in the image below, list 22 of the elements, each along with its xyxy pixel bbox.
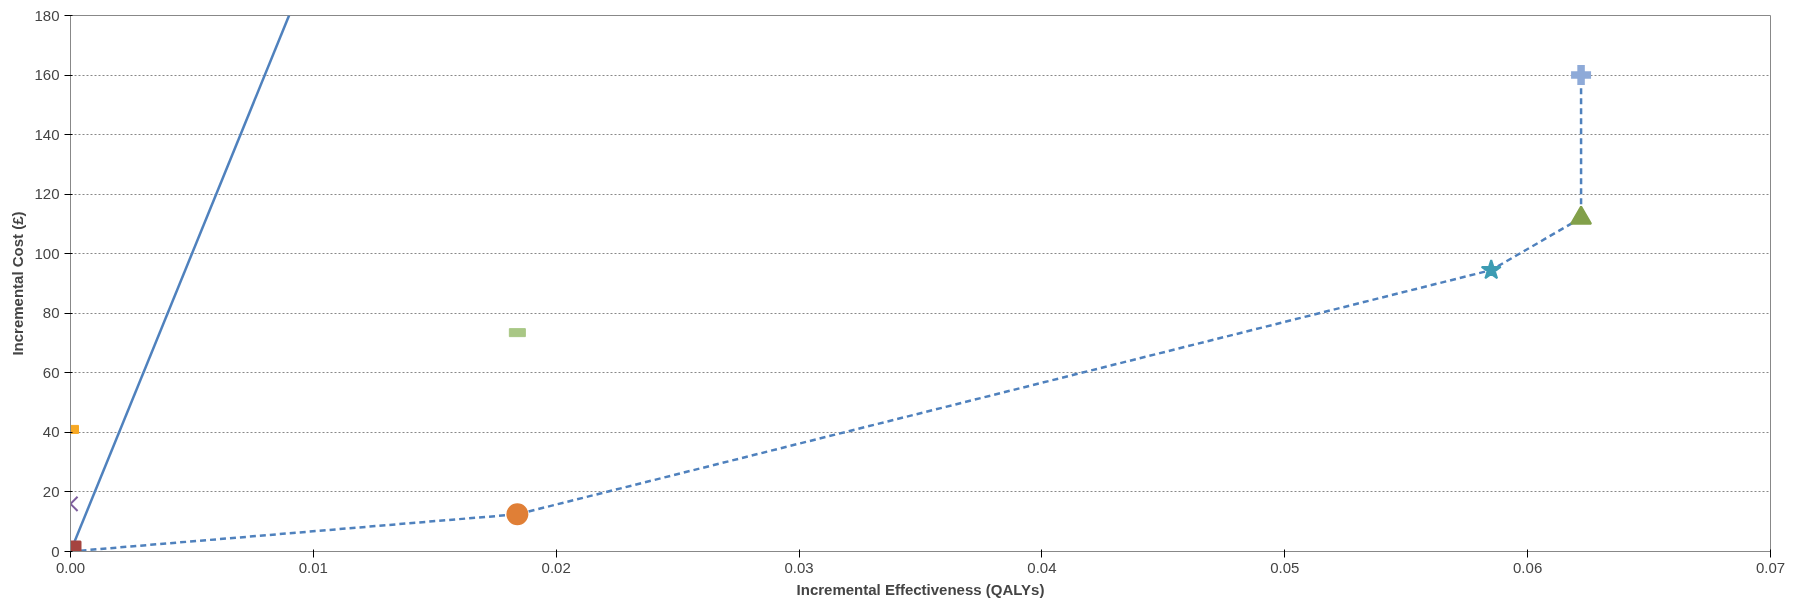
x-tick-label: 0.07 <box>1755 558 1786 576</box>
x-axis-title: Incremental Effectiveness (QALYs) <box>796 580 1045 598</box>
point <box>1571 65 1592 86</box>
y-tick-label: 0 <box>51 542 60 560</box>
x-tick-label: 0.04 <box>1027 558 1057 576</box>
y-tick-label: 100 <box>34 244 60 262</box>
x-tick-label: 0.00 <box>55 558 86 576</box>
y-tick-label: 160 <box>34 66 60 84</box>
y-tick-label: 120 <box>34 185 60 203</box>
x-tick-label: 0.03 <box>784 558 814 576</box>
x-tick-label: 0.02 <box>541 558 571 576</box>
point <box>1480 259 1502 280</box>
x-tick-label: 0.01 <box>298 558 328 576</box>
y-tick-label: 80 <box>42 304 60 322</box>
y-tick-label: 140 <box>34 125 60 143</box>
y-tick-label: 180 <box>34 6 60 24</box>
y-tick-label: 40 <box>42 423 60 441</box>
y-axis-title: Incremental Cost (£) <box>9 211 27 356</box>
y-tick-label: 60 <box>42 363 60 381</box>
x-tick-label: 0.06 <box>1513 558 1543 576</box>
x-tick-label: 0.05 <box>1270 558 1300 576</box>
y-tick-label: 20 <box>42 482 60 500</box>
